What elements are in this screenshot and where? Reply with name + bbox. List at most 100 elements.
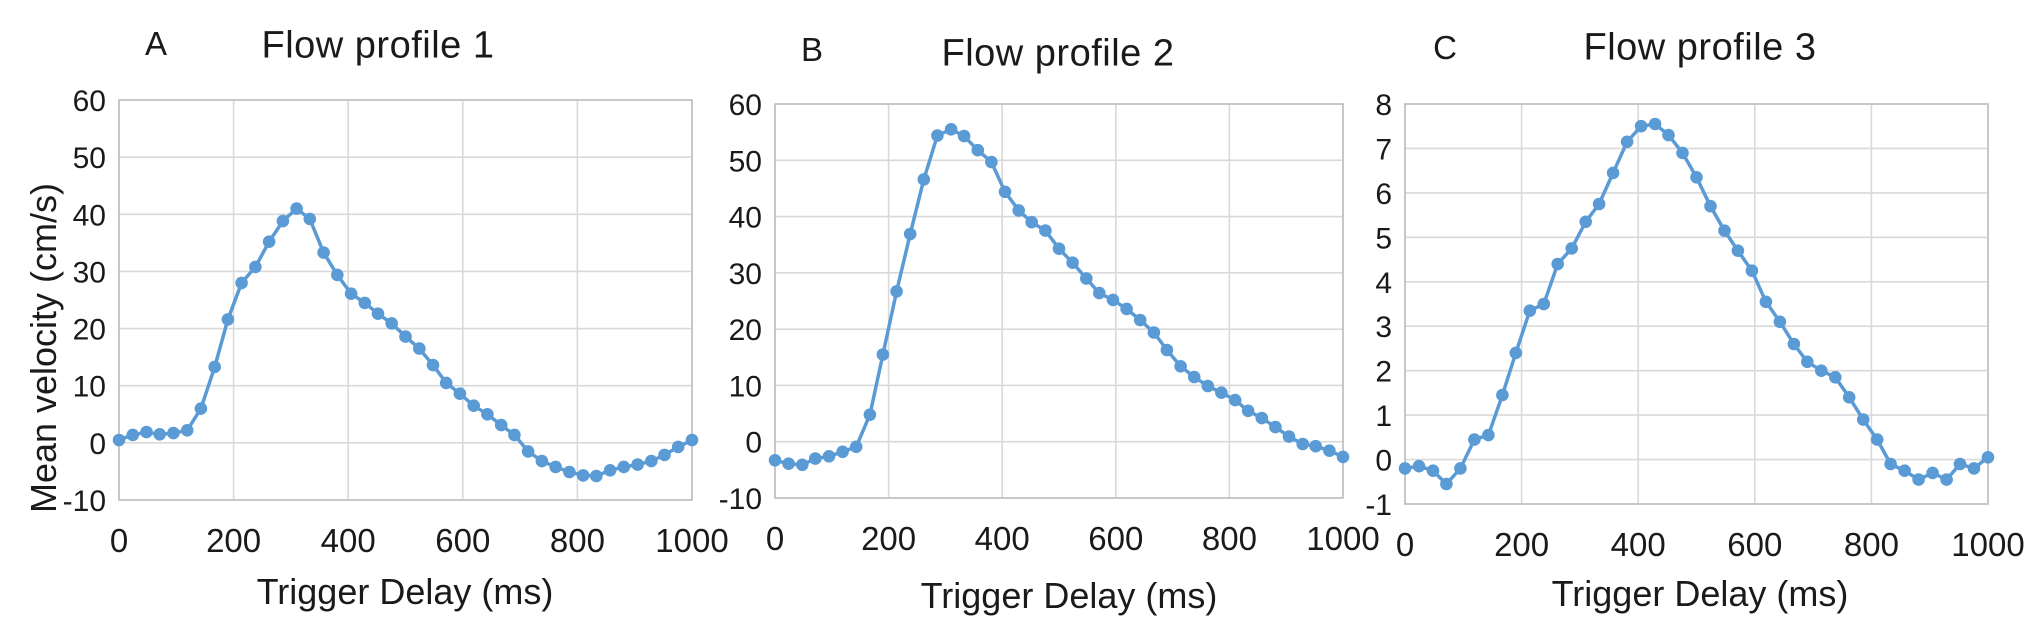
data-point-marker <box>1620 135 1634 149</box>
data-point-marker <box>1967 462 1981 475</box>
x-tick-label: 0 <box>766 520 784 557</box>
y-tick-label: -10 <box>719 483 762 516</box>
y-tick-label: 60 <box>73 85 106 118</box>
y-tick-label: 50 <box>73 142 106 175</box>
data-point-marker <box>1606 166 1620 180</box>
data-point-marker <box>1801 355 1814 369</box>
x-tick-label: 800 <box>550 522 605 559</box>
y-tick-label: 8 <box>1375 89 1392 122</box>
data-point-marker <box>822 450 836 463</box>
data-point-marker <box>153 428 166 441</box>
data-point-marker <box>494 418 508 432</box>
data-point-marker <box>1296 437 1309 451</box>
data-point-marker <box>344 287 358 301</box>
data-point-marker <box>971 143 985 157</box>
data-point-marker <box>1662 128 1675 142</box>
data-point-marker <box>439 376 453 390</box>
data-point-marker <box>1981 451 1995 464</box>
data-point-marker <box>1468 433 1481 446</box>
data-point-marker <box>1160 343 1174 357</box>
data-point-marker <box>262 235 276 248</box>
data-point-marker <box>1482 428 1495 442</box>
data-point-marker <box>1592 197 1606 211</box>
data-point-marker <box>399 330 412 343</box>
y-tick-label: 40 <box>73 199 106 232</box>
data-point-marker <box>1634 119 1648 133</box>
x-tick-label: 1000 <box>1951 526 2024 563</box>
data-point-marker <box>180 424 194 437</box>
data-point-marker <box>1829 371 1842 384</box>
data-point-marker <box>1080 272 1093 285</box>
data-point-marker <box>576 469 590 482</box>
data-point-marker <box>1537 297 1551 311</box>
data-point-marker <box>1842 391 1856 404</box>
x-axis-title-2: Trigger Delay (ms) <box>920 575 1218 616</box>
panel-letter-a: A <box>144 25 168 62</box>
plot-frame <box>774 103 1344 499</box>
data-point-marker <box>413 342 426 355</box>
data-point-marker <box>836 445 849 459</box>
data-point-marker <box>1926 466 1939 480</box>
data-point-marker <box>1815 364 1828 378</box>
data-point-marker <box>317 246 330 259</box>
y-tick-label: 6 <box>1375 178 1392 211</box>
data-point-marker <box>1012 204 1025 217</box>
y-tick-label: 60 <box>729 89 762 122</box>
data-point-marker <box>1282 430 1296 443</box>
data-point-marker <box>208 360 221 374</box>
data-point-marker <box>890 285 903 298</box>
data-point-marker <box>1412 459 1426 473</box>
data-point-marker <box>1201 379 1215 393</box>
data-point-marker <box>1953 457 1967 471</box>
x-tick-label: 400 <box>1611 526 1666 563</box>
data-point-marker <box>1052 242 1066 255</box>
data-point-marker <box>1454 462 1467 475</box>
data-point-marker <box>453 387 467 401</box>
data-point-marker <box>796 458 809 472</box>
data-point-marker <box>221 313 235 326</box>
data-point-marker <box>1856 413 1870 426</box>
data-point-marker <box>1940 473 1953 486</box>
x-axis-title-1: Trigger Delay (ms) <box>256 571 554 612</box>
y-tick-label: -1 <box>1365 489 1392 522</box>
data-point-marker <box>768 454 782 467</box>
plot-frame <box>118 99 693 501</box>
x-tick-label: 400 <box>321 522 376 559</box>
y-tick-label: 7 <box>1375 133 1392 166</box>
data-point-marker <box>1745 264 1759 278</box>
data-point-marker <box>1120 302 1133 316</box>
data-point-marker <box>1039 224 1052 237</box>
y-tick-label: 3 <box>1375 311 1392 344</box>
data-point-marker <box>863 408 877 422</box>
data-point-marker <box>1309 439 1322 453</box>
data-point-marker <box>426 358 440 372</box>
data-point-marker <box>1884 457 1897 471</box>
data-point-marker <box>303 212 317 226</box>
plot-frame <box>1404 103 1989 505</box>
data-point-marker <box>1565 242 1578 255</box>
data-point-marker <box>1323 444 1336 458</box>
data-point-marker <box>1579 215 1592 229</box>
data-point-marker <box>1147 326 1161 339</box>
y-tick-label: 0 <box>745 427 762 460</box>
data-point-marker <box>1269 420 1282 434</box>
data-point-marker <box>903 227 917 241</box>
data-point-marker <box>1496 388 1509 402</box>
data-point-marker <box>1690 171 1703 184</box>
y-tick-label: 40 <box>729 202 762 235</box>
data-point-marker <box>331 268 344 282</box>
x-tick-label: 200 <box>861 520 916 557</box>
data-point-marker <box>1228 393 1242 407</box>
data-point-marker <box>1440 477 1453 491</box>
x-tick-label: 600 <box>435 522 490 559</box>
data-point-marker <box>849 440 863 454</box>
data-point-marker <box>358 296 372 310</box>
x-tick-label: 600 <box>1088 520 1143 557</box>
data-point-marker <box>1718 224 1731 237</box>
data-point-marker <box>998 185 1012 199</box>
chart-title-3: Flow profile 3 <box>1583 26 1817 69</box>
data-point-marker <box>535 454 549 468</box>
data-point-marker <box>1174 360 1187 373</box>
